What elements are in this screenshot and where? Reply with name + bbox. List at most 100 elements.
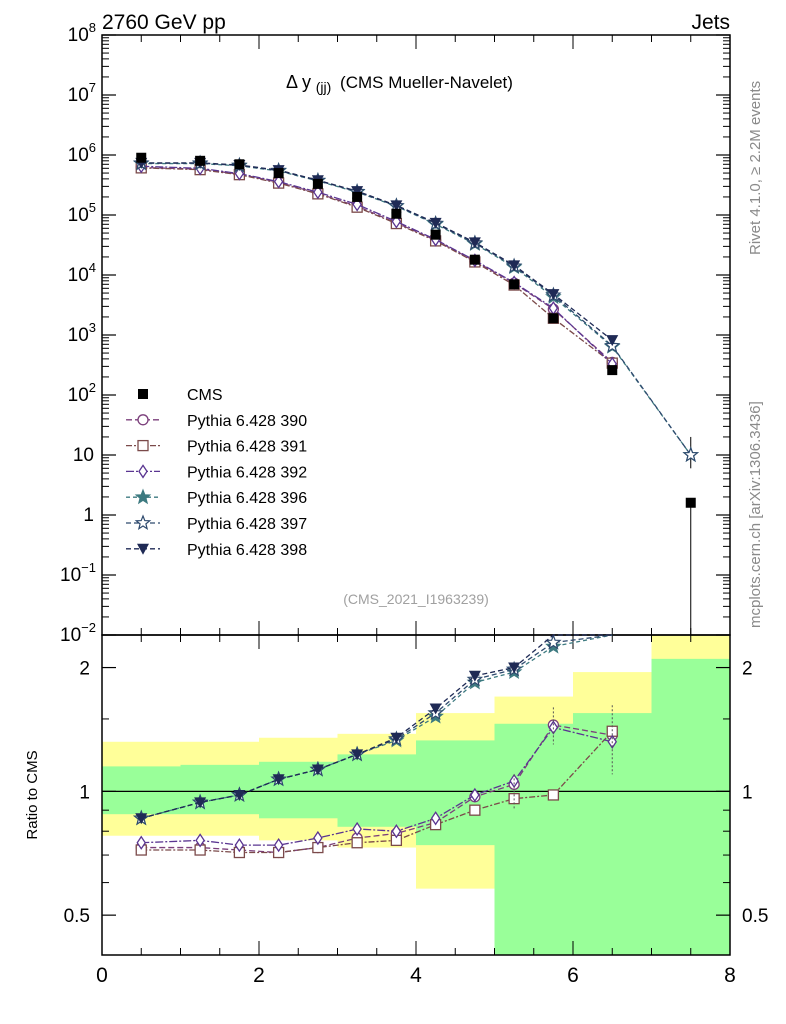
x-tick-label: 6 [567, 964, 579, 987]
ratio-tick-label-right: 1 [742, 782, 753, 803]
x-tick-label: 2 [253, 964, 265, 987]
y-tick-label: 108 [68, 20, 96, 46]
y-tick-label: 103 [68, 320, 96, 346]
series-line [141, 166, 613, 363]
data-point [195, 155, 206, 166]
data-point [136, 152, 147, 163]
uncertainty-band-green [102, 766, 181, 815]
data-point [352, 191, 363, 202]
ratio-point [311, 764, 324, 776]
legend-marker [134, 488, 152, 505]
series-point [313, 185, 323, 200]
ratio-line [141, 730, 613, 854]
series-point [508, 260, 521, 272]
plot-title-main: Δ y [286, 72, 311, 92]
ratio-point [351, 749, 364, 761]
ratio-point [351, 837, 363, 849]
data-point [273, 168, 284, 179]
ratio-point [352, 821, 362, 837]
ratio-point [234, 837, 245, 853]
ratio-point [545, 633, 562, 650]
x-tick-label: 8 [724, 964, 736, 987]
ratio-line [141, 634, 613, 819]
y-tick-label: 106 [68, 140, 96, 166]
data-point [469, 254, 480, 265]
legend-marker [134, 514, 152, 531]
legend-label: Pythia 6.428 390 [187, 413, 307, 430]
x-tick-label: 0 [96, 964, 108, 987]
y-tick-label: 107 [68, 80, 96, 106]
data-point [234, 159, 245, 170]
uncertainty-band-green [259, 761, 338, 819]
data-point [430, 229, 441, 240]
uncertainty-band-green [494, 723, 573, 955]
ratio-line [141, 724, 613, 854]
y-tick-label: 10−2 [60, 620, 96, 646]
series-point [351, 186, 364, 198]
ratio-point [547, 789, 560, 801]
ratio-point [508, 662, 521, 674]
ratio-point [430, 811, 441, 826]
ratio-point [470, 787, 480, 803]
legend-marker-data [138, 389, 148, 399]
series-point [429, 217, 442, 229]
ratio-point [135, 813, 148, 825]
data-point [312, 178, 323, 189]
series-point [547, 289, 560, 301]
series-line [141, 167, 613, 364]
series-line [141, 162, 692, 456]
ratio-point [391, 824, 402, 839]
mcplots-label: mcplots.cern.ch [arXiv:1306.3436] [747, 401, 764, 628]
series-line [141, 162, 692, 456]
legend-label: Pythia 6.428 396 [187, 490, 307, 507]
series-line [141, 165, 613, 365]
y-tick-label: 10−1 [60, 560, 96, 586]
ratio-point [390, 732, 403, 744]
y-tick-label: 104 [68, 260, 96, 286]
plot-title-sub: (jj) [316, 79, 332, 95]
ratio-point [136, 835, 147, 850]
data-point [548, 313, 559, 324]
analysis-watermark: (CMS_2021_I1963239) [343, 591, 489, 607]
ratio-point [195, 833, 205, 848]
uncertainty-band-green [651, 658, 730, 955]
series-point [468, 237, 481, 249]
ratio-tick-label-right: 0.5 [742, 906, 768, 927]
legend-marker [138, 464, 148, 479]
data-point [685, 497, 696, 508]
legend-label: Pythia 6.428 398 [187, 542, 307, 559]
data-point [509, 279, 520, 290]
x-tick-label: 4 [410, 964, 422, 987]
header-right: Jets [691, 11, 730, 34]
y-tick-label: 10 [73, 445, 94, 466]
ratio-point [272, 774, 285, 786]
ratio-tick-label-left: 1 [79, 782, 90, 803]
series-point [682, 446, 700, 463]
legend-marker [137, 543, 149, 555]
ratio-ylabel: Ratio to CMS [24, 750, 41, 839]
ratio-tick-label-right: 2 [742, 659, 753, 680]
plot-title: Δ y (jj) (CMS Mueller-Navelet) [286, 72, 513, 96]
legend-label: Pythia 6.428 391 [187, 439, 307, 456]
y-tick-label: 105 [68, 200, 96, 226]
ratio-point [469, 804, 481, 816]
ratio-tick-label-left: 2 [79, 659, 90, 680]
ratio-point [233, 789, 246, 801]
legend-marker [137, 439, 149, 452]
series-point [606, 335, 619, 347]
uncertainty-band-green [337, 754, 416, 827]
y-tick-label: 102 [68, 380, 96, 406]
legend-marker [137, 414, 149, 426]
series-line [141, 162, 613, 341]
plot-title-rest: (CMS Mueller-Navelet) [340, 73, 513, 92]
y-tick-label: 1 [83, 505, 94, 526]
ratio-tick-label-left: 0.5 [64, 906, 90, 927]
series-point [273, 174, 284, 189]
series-point [390, 200, 403, 212]
legend-label-data: CMS [187, 387, 223, 404]
data-point [391, 208, 402, 219]
ratio-point [194, 797, 207, 809]
rivet-label: Rivet 4.1.0, ≥ 2.2M events [747, 81, 764, 255]
header-left: 2760 GeV pp [102, 11, 226, 34]
